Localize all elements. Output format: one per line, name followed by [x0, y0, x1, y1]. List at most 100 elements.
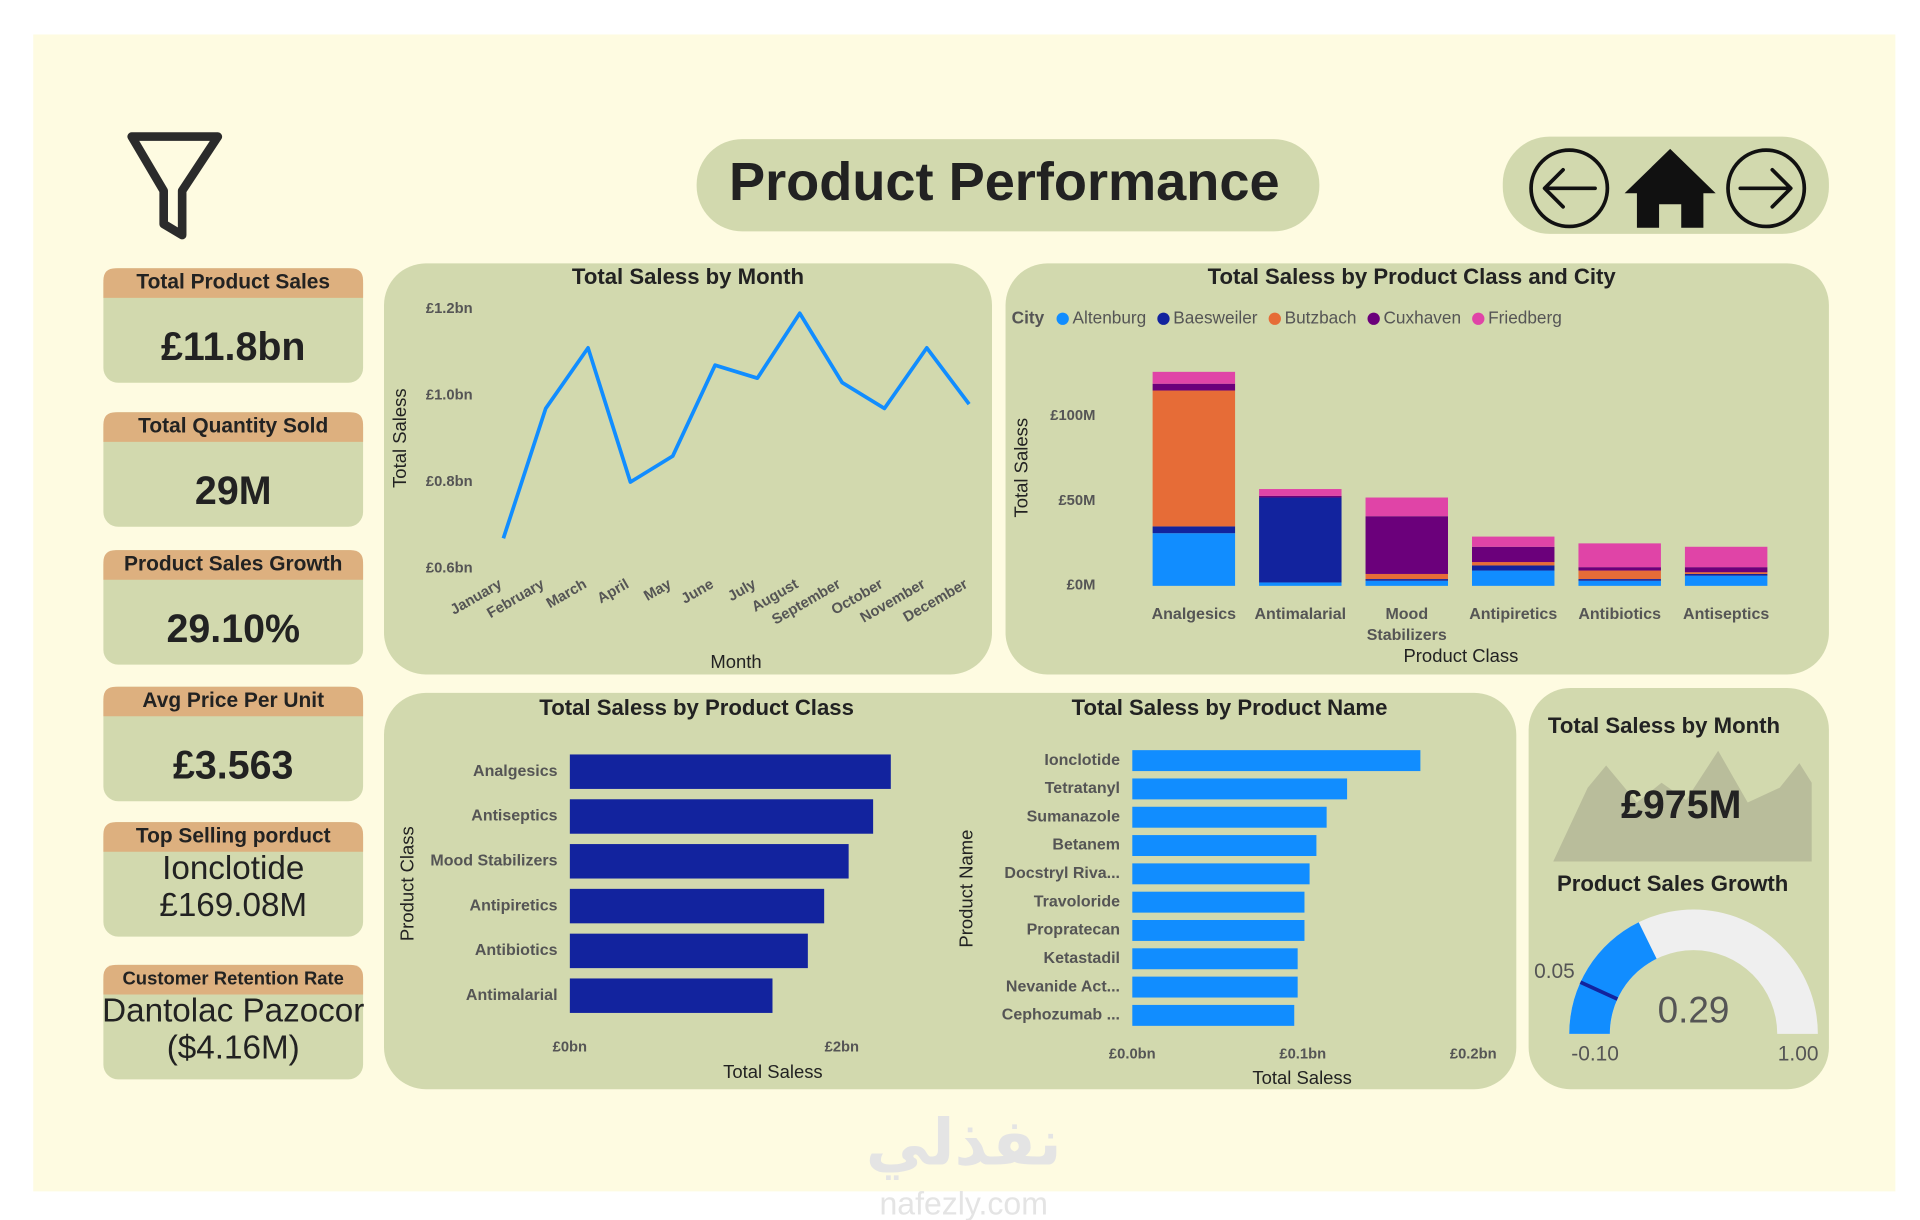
bar-segment: [1472, 565, 1555, 571]
bar: [569, 978, 773, 1013]
y-tick-label: Ionclotide: [1044, 752, 1120, 769]
y-tick-label: Sumanazole: [1027, 808, 1120, 825]
x-tick-label: Antipiretics: [1469, 604, 1558, 623]
bar-segment: [1684, 575, 1768, 586]
kpi-value: 29.10%: [166, 607, 300, 651]
y-tick-label: £0.6bn: [426, 561, 473, 577]
card-value: £975M: [1621, 783, 1741, 827]
y-tick-label: Antipiretics: [470, 897, 558, 914]
title-pill: [696, 139, 1320, 232]
y-tick-label: Travoloride: [1034, 893, 1120, 910]
sparkline-area: [1553, 750, 1812, 862]
bar: [1132, 920, 1305, 941]
legend-label: Friedberg: [1488, 307, 1562, 327]
bar-segment: [1152, 526, 1236, 534]
card-title: Total Saless by Month: [1548, 713, 1780, 738]
bar-segment: [1259, 495, 1342, 498]
chart-title: Total Saless by Product Class and City: [1208, 264, 1617, 289]
y-tick-label: Mood Stabilizers: [430, 853, 557, 870]
bar-segment: [1152, 383, 1236, 391]
x-tick-label-box: Antiseptics: [1683, 604, 1769, 622]
bar-segment: [1578, 570, 1661, 580]
x-tick-label-box: Antimalarial: [1254, 604, 1347, 623]
y-tick-label: Betanem: [1052, 837, 1120, 854]
kpi-value: £11.8bn: [161, 325, 305, 369]
kpi-title: Customer Retention Rate: [122, 968, 343, 989]
bar: [1132, 778, 1348, 800]
bar: [569, 888, 825, 924]
y-axis-label: Total Saless: [389, 388, 410, 488]
x-tick-label-box: Analgesics: [1151, 604, 1237, 623]
home-button[interactable]: [1624, 148, 1716, 228]
y-tick-label: Propratecan: [1027, 922, 1120, 939]
bar-segment: [1684, 572, 1768, 574]
bar-segment: [1365, 580, 1448, 586]
bar-segment: [1472, 546, 1555, 563]
bar-segment: [1259, 582, 1342, 586]
bar-segment: [1365, 516, 1448, 574]
page-title: Product Performance: [729, 152, 1280, 212]
bar-segment: [1152, 390, 1236, 527]
kpi-header: [103, 822, 364, 852]
legend-swatch: [1472, 312, 1485, 325]
y-tick-label: Docstryl Riva...: [1004, 865, 1120, 882]
y-axis-label: Product Name: [955, 830, 976, 948]
chart-title: Total Saless by Product Class: [539, 695, 854, 720]
bar-segment: [1365, 579, 1448, 581]
gauge-value: [1569, 922, 1657, 1034]
filter-icon[interactable]: [127, 132, 223, 240]
back-circle: [1529, 148, 1610, 229]
x-tick-label-box: Antipiretics: [1469, 604, 1558, 623]
chart-title: Total Saless by Product Name: [1072, 695, 1388, 720]
bar: [569, 933, 808, 969]
bar-segment: [1472, 562, 1555, 566]
y-tick-label: Analgesics: [473, 763, 558, 780]
bar: [1132, 891, 1305, 913]
bar-segment: [1365, 573, 1448, 580]
bar: [569, 844, 849, 879]
y-tick-label: Antibiotics: [475, 942, 558, 959]
x-axis-label: Total Saless: [723, 1061, 823, 1082]
bar-segment: [1578, 543, 1661, 568]
kpi-header: [103, 686, 364, 717]
y-tick-label: £1.2bn: [426, 301, 473, 317]
legend-title: City: [1012, 307, 1045, 327]
bar: [1132, 806, 1327, 828]
y-axis-label: Product Class: [396, 826, 417, 941]
back-button[interactable]: [1529, 148, 1610, 229]
bar: [1132, 750, 1421, 772]
forward-arrow: [1738, 168, 1793, 209]
x-tick-label: Analgesics: [1151, 604, 1237, 623]
bar-segment: [1578, 580, 1661, 586]
x-axis-label: Month: [710, 651, 761, 672]
bar: [1132, 1004, 1295, 1026]
y-tick-label: £0M: [1067, 578, 1096, 594]
x-tick-label: £0.1bn: [1279, 1047, 1326, 1063]
bar: [1132, 948, 1298, 970]
forward-button[interactable]: [1726, 148, 1807, 229]
bar-segment: [1472, 536, 1555, 547]
panel: [384, 263, 992, 675]
kpi-title: Avg Price Per Unit: [142, 689, 324, 712]
y-tick-label: Antimalarial: [466, 987, 558, 1004]
legend-label: Baesweiler: [1173, 307, 1257, 327]
bar-segment: [1684, 546, 1768, 568]
chart-title: Total Saless by Month: [572, 264, 804, 289]
bar: [1132, 976, 1298, 998]
back-arrow: [1542, 168, 1597, 209]
y-tick-label: Tetratanyl: [1045, 780, 1120, 797]
bar-segment: [1578, 579, 1661, 581]
legend-swatch: [1268, 312, 1281, 325]
gauge-max-label: 1.00: [1778, 1042, 1819, 1065]
x-tick-label: £0.0bn: [1109, 1047, 1156, 1063]
legend-label: Butzbach: [1285, 307, 1357, 327]
kpi-header: [103, 550, 364, 580]
bar-segment: [1259, 489, 1342, 496]
x-tick-label: Antimalarial: [1254, 604, 1347, 623]
bar-segment: [1259, 497, 1342, 583]
y-tick-label: £50M: [1058, 493, 1095, 509]
x-axis-label: Product Class: [1403, 645, 1518, 666]
forward-circle: [1726, 148, 1807, 229]
kpi-header: [103, 412, 364, 442]
